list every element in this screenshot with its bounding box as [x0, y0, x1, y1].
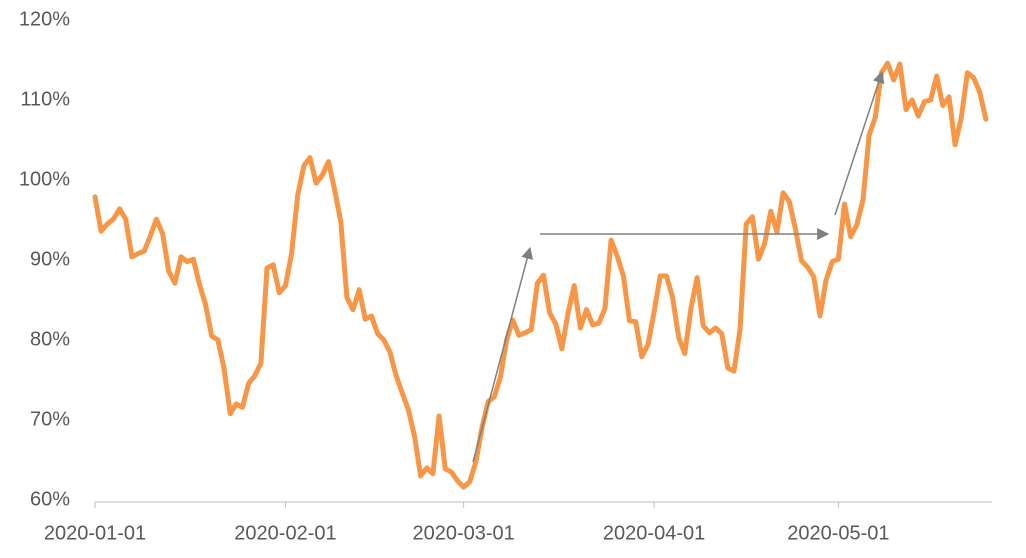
y-tick-label: 110%	[20, 88, 70, 110]
x-tick-label: 2020-04-01	[603, 522, 705, 544]
y-tick-label: 70%	[30, 408, 70, 430]
x-tick-label: 2020-02-01	[234, 522, 336, 544]
y-tick-label: 100%	[19, 168, 70, 190]
y-tick-label: 60%	[30, 488, 70, 510]
y-tick-label: 80%	[30, 328, 70, 350]
annotation-arrows	[472, 70, 885, 463]
y-tick-label: 120%	[19, 8, 70, 30]
arrow	[472, 246, 534, 463]
data-line	[92, 60, 989, 490]
x-tick-label: 2020-01-01	[44, 522, 146, 544]
x-tick-label: 2020-03-01	[412, 522, 514, 544]
x-tick-label: 2020-05-01	[787, 522, 889, 544]
y-tick-label: 90%	[30, 248, 70, 270]
arrow	[834, 70, 885, 216]
